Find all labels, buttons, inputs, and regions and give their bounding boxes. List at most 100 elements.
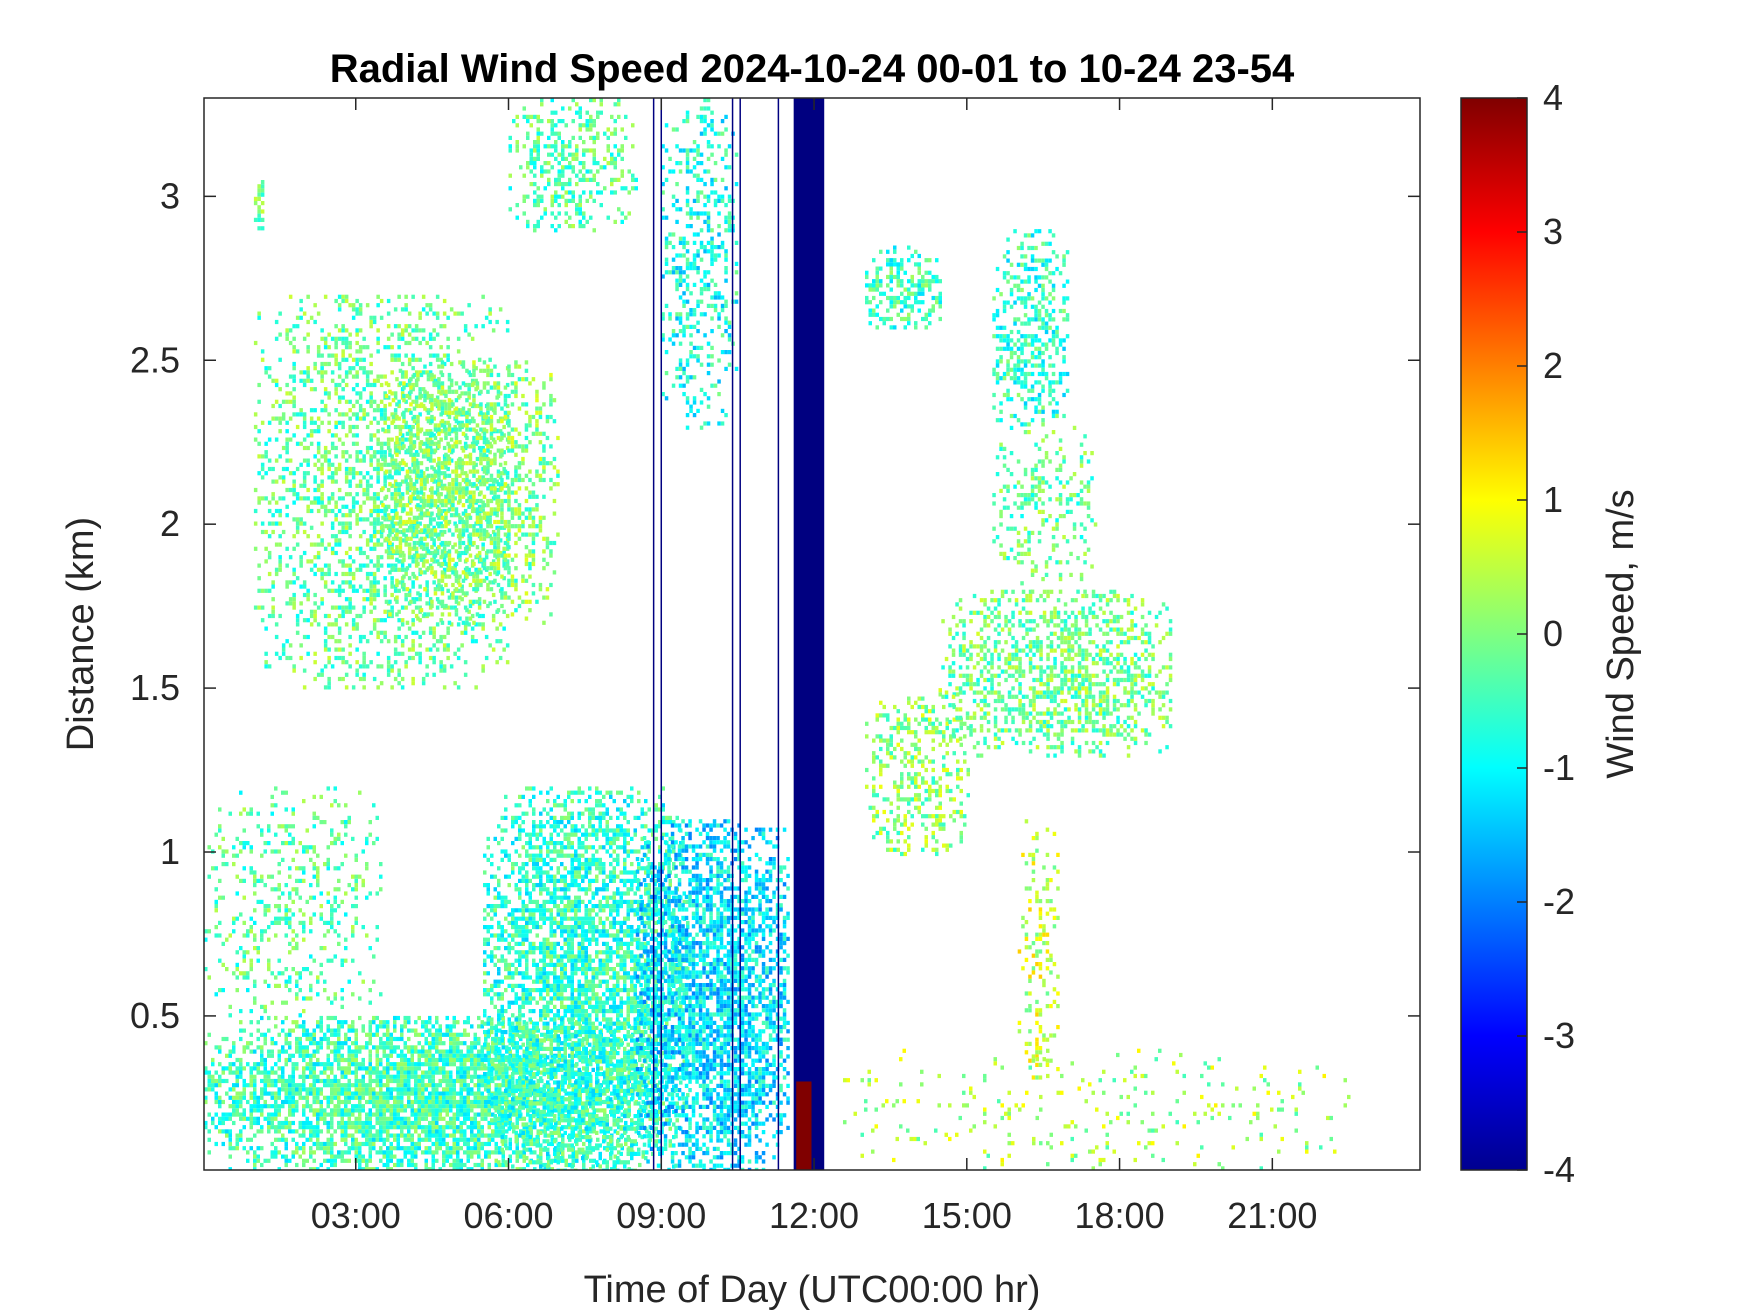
echo-cell xyxy=(288,655,293,661)
echo-cell xyxy=(302,925,306,930)
echo-cell xyxy=(403,1133,407,1138)
echo-cell xyxy=(449,1125,453,1130)
echo-cell xyxy=(397,681,401,686)
echo-cell xyxy=(239,790,243,795)
echo-cell xyxy=(306,504,310,509)
echo-cell xyxy=(456,655,461,661)
echo-cell xyxy=(221,1036,225,1042)
echo-cell xyxy=(316,979,320,984)
echo-cell xyxy=(281,496,286,501)
echo-cell xyxy=(372,408,377,413)
echo-cell xyxy=(327,685,331,690)
echo-cell xyxy=(302,1112,306,1117)
echo-cell xyxy=(274,1154,278,1159)
echo-cell xyxy=(334,571,338,577)
echo-cell xyxy=(326,1112,330,1117)
echo-cell xyxy=(421,676,426,682)
echo-cell xyxy=(460,471,464,476)
echo-cell xyxy=(291,1083,295,1088)
echo-cell xyxy=(547,1133,551,1138)
echo-cell xyxy=(428,1091,432,1096)
echo-cell xyxy=(278,534,282,539)
echo-cell xyxy=(302,1074,306,1079)
echo-cell xyxy=(271,521,275,526)
echo-cell xyxy=(242,975,246,980)
echo-cell xyxy=(477,1129,481,1134)
echo-cell xyxy=(270,1066,274,1071)
echo-cell xyxy=(417,1120,421,1126)
echo-cell xyxy=(432,433,436,438)
echo-cell xyxy=(389,1074,393,1079)
echo-cell xyxy=(386,1070,390,1075)
echo-cell xyxy=(281,479,286,484)
echo-cell xyxy=(470,1120,474,1126)
echo-cell xyxy=(271,580,275,585)
echo-cell xyxy=(228,1137,232,1142)
echo-cell xyxy=(358,1062,362,1067)
echo-cell xyxy=(519,1057,523,1063)
echo-cell xyxy=(410,1053,414,1058)
echo-cell xyxy=(596,1066,600,1071)
echo-cell xyxy=(470,1049,474,1054)
echo-cell xyxy=(404,382,408,388)
echo-cell xyxy=(578,1137,582,1142)
echo-cell xyxy=(305,1045,309,1050)
echo-cell xyxy=(442,1032,446,1037)
echo-cell xyxy=(403,1083,407,1088)
echo-cell xyxy=(274,1116,278,1121)
echo-cell xyxy=(631,1066,635,1071)
echo-cell xyxy=(428,1104,432,1109)
echo-cell xyxy=(449,1049,453,1054)
echo-cell xyxy=(421,441,426,446)
echo-cell xyxy=(393,1020,397,1025)
echo-cell xyxy=(467,408,471,413)
echo-cell xyxy=(351,925,355,930)
echo-cell xyxy=(341,424,345,430)
echo-cell xyxy=(264,471,268,476)
echo-cell xyxy=(487,1091,491,1096)
echo-cell xyxy=(452,1045,456,1050)
echo-cell xyxy=(375,1070,379,1075)
echo-cell xyxy=(242,1083,246,1088)
echo-cell xyxy=(327,429,331,434)
echo-cell xyxy=(355,660,359,665)
echo-cell xyxy=(414,1146,418,1151)
echo-cell xyxy=(344,370,349,375)
echo-cell xyxy=(330,1125,334,1130)
echo-cell xyxy=(249,1020,253,1025)
echo-cell xyxy=(333,1154,337,1159)
echo-cell xyxy=(337,655,342,661)
echo-cell xyxy=(466,1108,470,1113)
echo-cell xyxy=(428,370,433,375)
echo-cell xyxy=(320,466,324,472)
echo-cell xyxy=(390,584,394,589)
echo-cell xyxy=(341,609,345,614)
echo-cell xyxy=(463,508,468,514)
echo-cell xyxy=(316,1041,320,1046)
echo-cell xyxy=(467,622,471,627)
echo-cell xyxy=(386,298,391,304)
echo-cell xyxy=(295,315,300,320)
echo-cell xyxy=(281,1120,285,1126)
echo-cell xyxy=(404,424,408,430)
echo-cell xyxy=(575,1141,579,1147)
echo-cell xyxy=(432,517,436,522)
echo-cell xyxy=(428,1028,432,1033)
echo-cell xyxy=(414,529,419,535)
echo-cell xyxy=(235,1112,239,1117)
echo-cell xyxy=(232,1049,236,1054)
echo-cell xyxy=(418,634,422,640)
echo-cell xyxy=(526,1129,530,1134)
echo-cell xyxy=(351,626,356,631)
echo-cell xyxy=(561,1083,565,1088)
echo-cell xyxy=(249,1095,253,1100)
echo-cell xyxy=(278,420,282,425)
echo-cell xyxy=(235,975,239,980)
echo-cell xyxy=(323,345,328,350)
echo-cell xyxy=(341,676,345,682)
echo-cell xyxy=(508,1028,512,1033)
echo-cell xyxy=(404,479,408,484)
echo-cell xyxy=(435,1041,439,1046)
echo-cell xyxy=(431,1036,435,1042)
echo-cell xyxy=(396,1125,400,1130)
